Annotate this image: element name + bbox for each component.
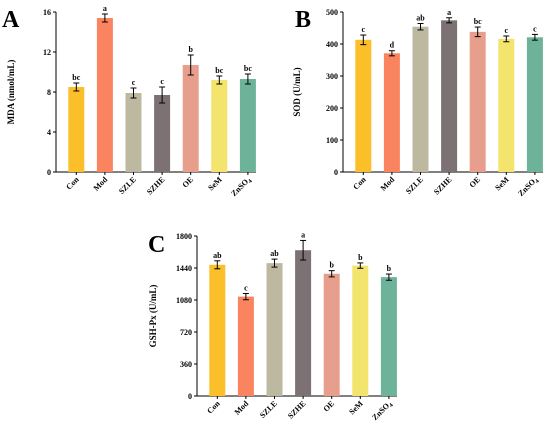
panel-a-mda-chart: A 0 4 8 12 16 MDA (nmol/mL) bc Con a Mod c SZLE c SZHE… bbox=[2, 4, 256, 199]
panel-b-bar bbox=[412, 26, 429, 172]
panel-b-y-axis-title: SOD (U/mL) bbox=[292, 67, 302, 116]
panel-a-y-tick-label: 12 bbox=[43, 48, 51, 57]
panel-a-bar bbox=[239, 79, 256, 172]
panel-b-significance-label: c bbox=[533, 24, 537, 33]
panel-b-bar bbox=[469, 31, 486, 173]
panel-b-category-label: SeM bbox=[493, 175, 511, 193]
panel-b-significance-label: bc bbox=[474, 17, 482, 26]
panel-c-category-label: ZnSO4 bbox=[370, 399, 394, 423]
panel-c-y-tick-label: 720 bbox=[180, 328, 192, 337]
panel-b-bar bbox=[498, 38, 515, 172]
panel-a-y-tick-label: 4 bbox=[47, 128, 51, 137]
panel-c-y-tick-label: 1080 bbox=[176, 296, 192, 305]
panel-c-category-label: Mod bbox=[233, 399, 251, 417]
panel-b-letter: B bbox=[295, 7, 311, 33]
panel-c-y-tick-label: 1440 bbox=[176, 264, 192, 273]
panel-a-bar bbox=[68, 87, 85, 172]
panel-c-significance-label: ab bbox=[213, 251, 222, 260]
panel-c-category-label: SZHE bbox=[286, 399, 307, 420]
panel-b-category-label: Con bbox=[351, 175, 368, 192]
panel-c-significance-label: b bbox=[387, 264, 392, 273]
panel-b-bar bbox=[526, 37, 543, 172]
panel-c-y-axis-title: GSH-Px (U/mL) bbox=[148, 285, 158, 348]
panel-a-significance-label: a bbox=[103, 4, 107, 13]
panel-c-category-label: OE bbox=[322, 399, 337, 414]
panel-a-significance-label: c bbox=[160, 77, 164, 86]
panel-b-bar bbox=[355, 39, 372, 173]
panel-c-y-tick-label: 0 bbox=[188, 392, 192, 401]
panel-b-significance-label: c bbox=[362, 25, 366, 34]
panel-c-significance-label: c bbox=[244, 284, 248, 293]
panel-c-category-label: SZLE bbox=[258, 399, 279, 420]
panel-a-category-label: SZHE bbox=[145, 175, 166, 196]
panel-c-bar bbox=[237, 296, 254, 396]
panel-a-significance-label: c bbox=[132, 78, 136, 87]
panel-b-y-tick-label: 0 bbox=[334, 168, 338, 177]
panel-a-category-label: OE bbox=[181, 175, 196, 190]
panel-b-significance-label: ab bbox=[416, 14, 425, 23]
panel-c-significance-label: a bbox=[301, 230, 305, 239]
panel-c-bar bbox=[209, 264, 226, 396]
panel-b-category-label: Mod bbox=[379, 175, 397, 193]
panel-b-bar bbox=[441, 20, 458, 172]
panel-b-y-tick-label: 300 bbox=[326, 72, 338, 81]
panel-c-significance-label: b bbox=[358, 253, 363, 262]
panel-a-category-label: SeM bbox=[206, 175, 224, 193]
panel-c-significance-label: ab bbox=[270, 249, 279, 258]
panel-a-category-label: Mod bbox=[92, 175, 110, 193]
panel-b-significance-label: c bbox=[505, 26, 509, 35]
panel-c-category-label: Con bbox=[205, 399, 222, 416]
panel-a-significance-label: bc bbox=[215, 66, 223, 75]
panel-a-bar bbox=[211, 80, 228, 172]
panel-c-y-tick-label: 1800 bbox=[176, 232, 192, 241]
panel-a-category-label: ZnSO4 bbox=[229, 175, 253, 199]
panel-b-y-tick-label: 500 bbox=[326, 8, 338, 17]
panel-a-significance-label: bc bbox=[244, 64, 252, 73]
panel-b-significance-label: d bbox=[390, 41, 395, 50]
panel-b-category-label: SZHE bbox=[432, 175, 453, 196]
panel-b-category-label: ZnSO4 bbox=[516, 175, 540, 199]
panel-a-y-tick-label: 8 bbox=[47, 88, 51, 97]
panel-c-bar bbox=[323, 273, 340, 396]
panel-a-letter: A bbox=[2, 7, 20, 33]
panel-a-y-tick-label: 16 bbox=[43, 8, 51, 17]
panel-a-bar bbox=[96, 18, 113, 172]
panel-b-category-label: SZLE bbox=[404, 175, 425, 196]
panel-a-significance-label: bc bbox=[72, 73, 80, 82]
panel-b-y-tick-label: 200 bbox=[326, 104, 338, 113]
panel-b-bar bbox=[383, 53, 400, 172]
panel-a-category-label: Con bbox=[64, 175, 81, 192]
panel-c-bar bbox=[295, 250, 312, 396]
panel-c-bar bbox=[352, 265, 369, 396]
panel-b-y-tick-label: 400 bbox=[326, 40, 338, 49]
panel-b-sod-chart: B 0 100 200 300 400 500 SOD (U/mL) c Con d Mod ab SZL… bbox=[292, 7, 543, 199]
panel-c-bar bbox=[380, 277, 397, 396]
panel-a-y-tick-label: 0 bbox=[47, 168, 51, 177]
panel-a-bar bbox=[154, 95, 171, 172]
panel-b-category-label: OE bbox=[468, 175, 483, 190]
panel-a-significance-label: b bbox=[188, 45, 193, 54]
panel-b-y-tick-label: 100 bbox=[326, 136, 338, 145]
panel-c-letter: C bbox=[148, 232, 165, 258]
panel-a-bar bbox=[125, 93, 142, 172]
panel-c-significance-label: b bbox=[329, 261, 334, 270]
panel-c-bar bbox=[266, 263, 283, 396]
panel-c-category-label: SeM bbox=[347, 399, 365, 417]
panel-a-bar bbox=[182, 65, 199, 172]
panel-b-significance-label: a bbox=[447, 8, 451, 17]
panel-c-y-tick-label: 360 bbox=[180, 360, 192, 369]
panel-a-category-label: SZLE bbox=[117, 175, 138, 196]
panel-a-y-axis-title: MDA (nmol/mL) bbox=[6, 60, 16, 125]
